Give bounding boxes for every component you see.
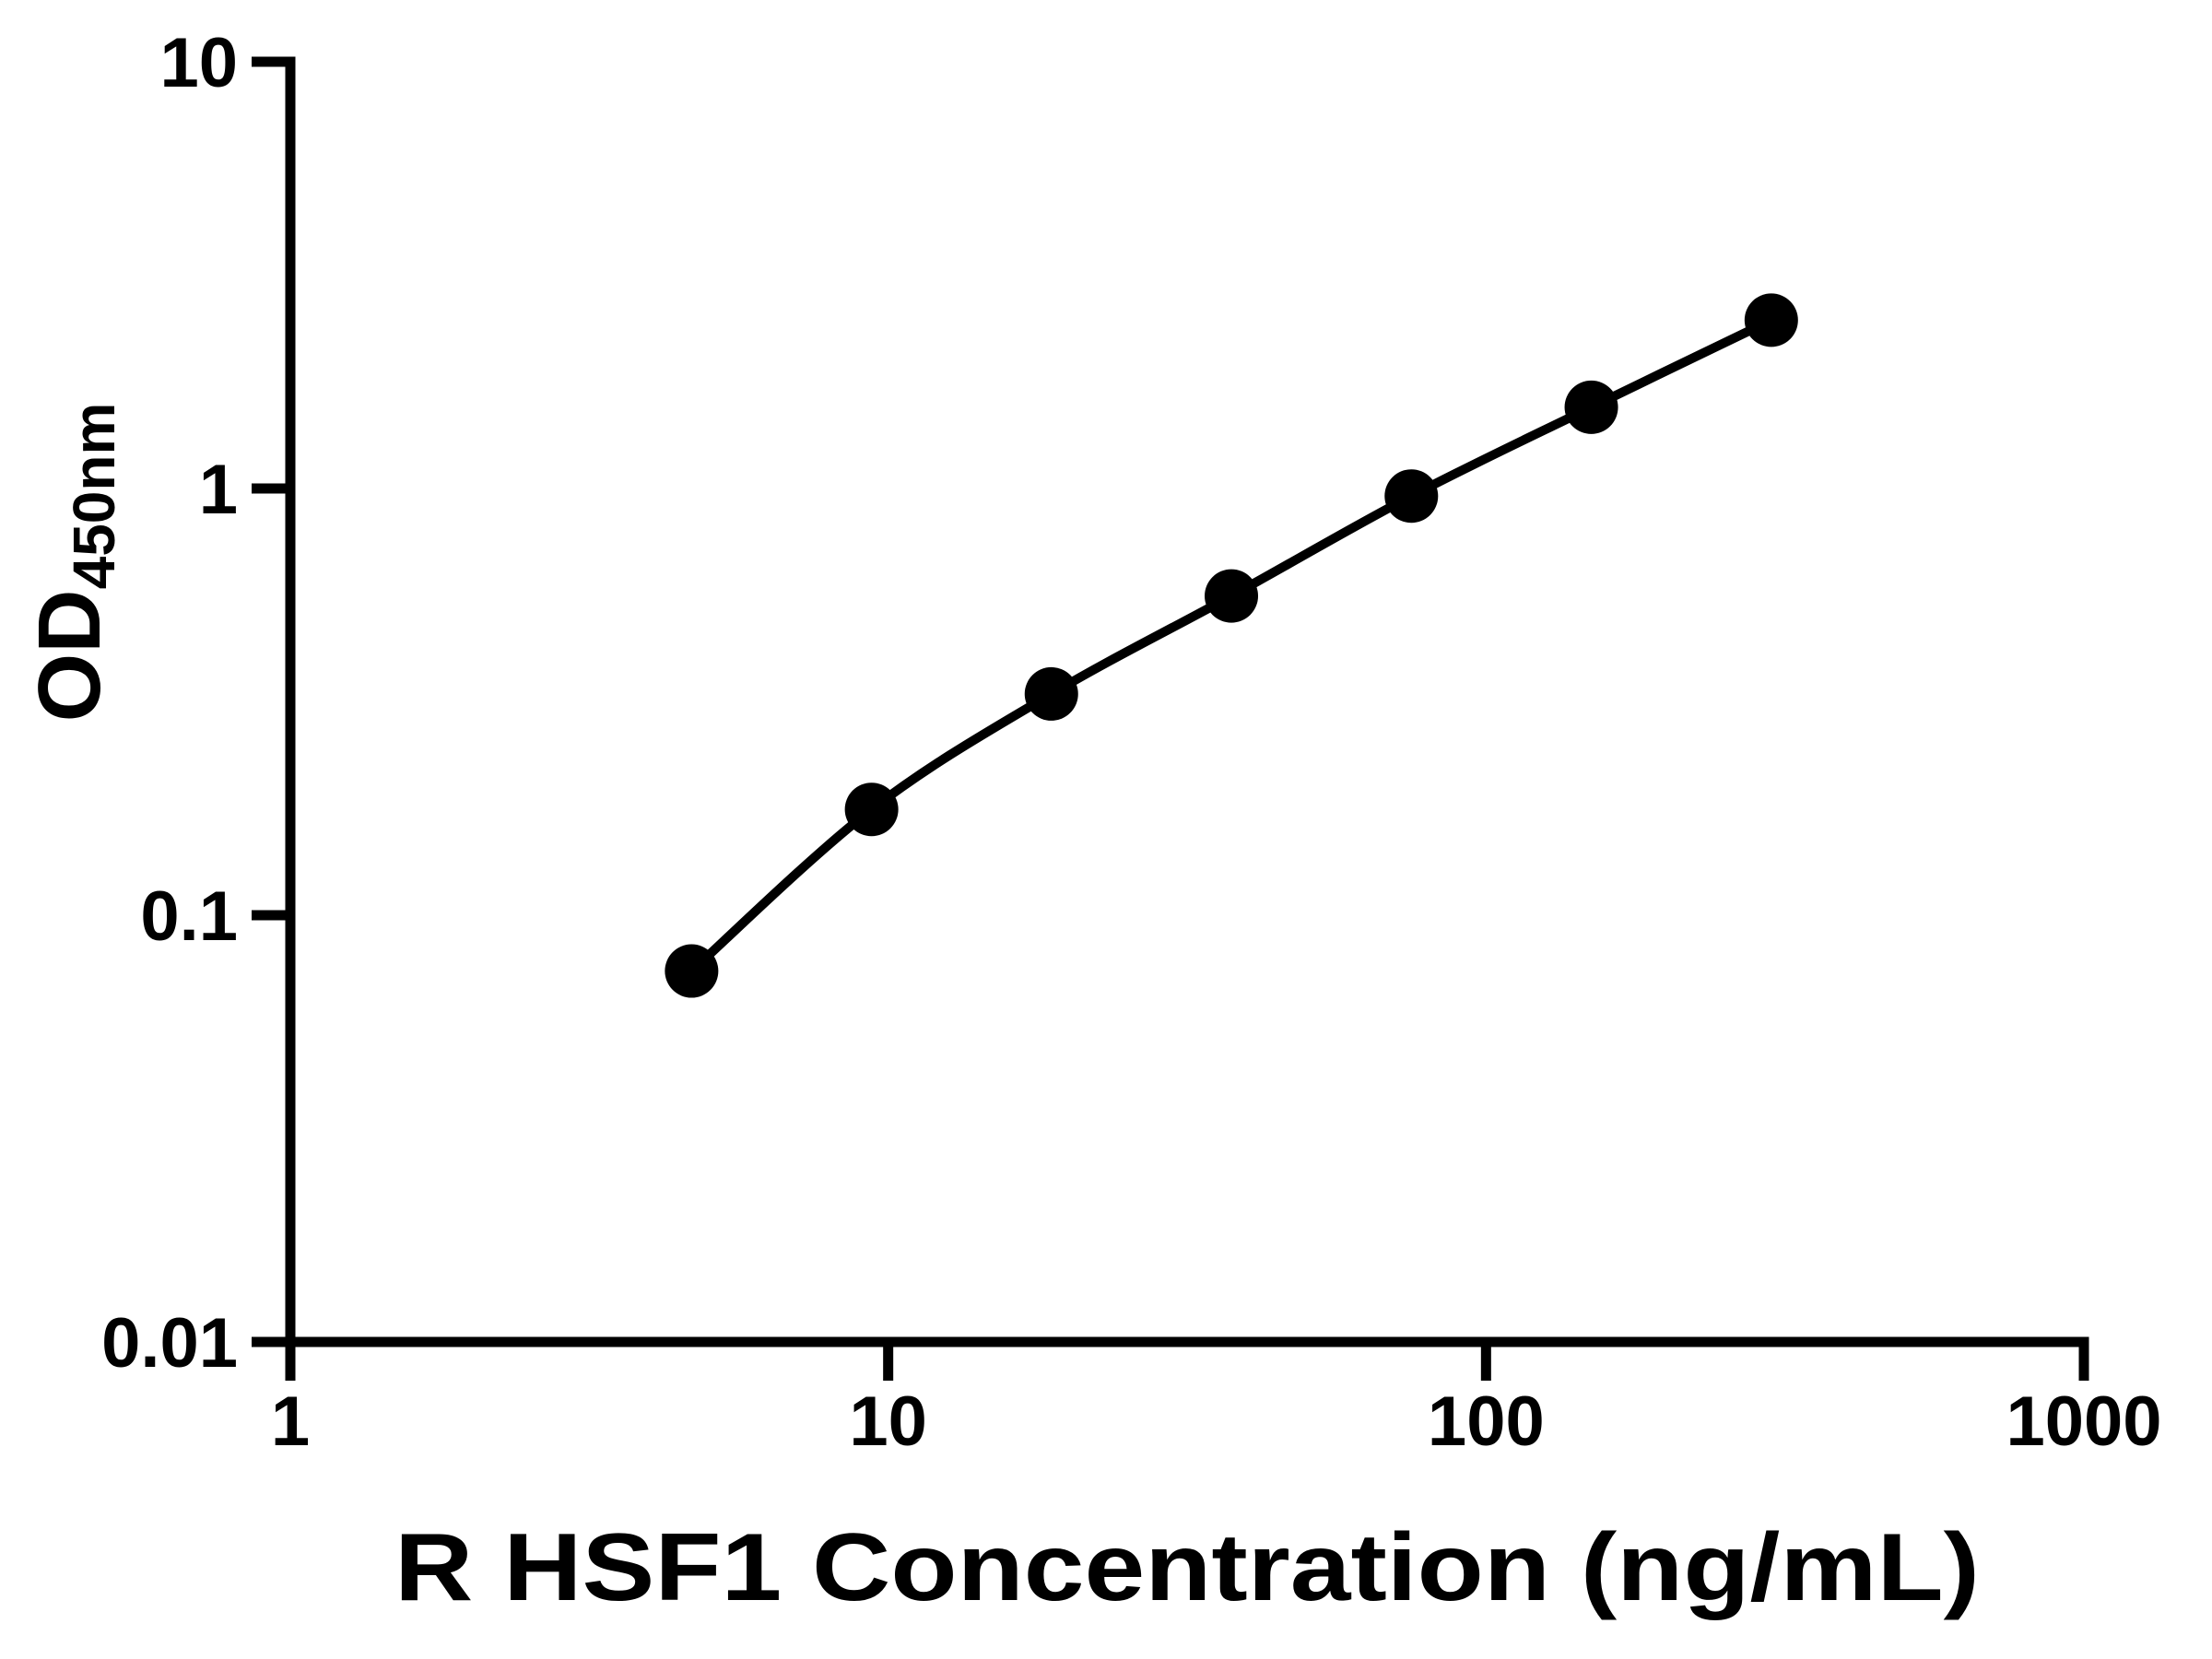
- data-point-75ngml: [1384, 469, 1439, 524]
- tick-label-layer: 1 10 100 1000 0.01 0.1 1 10: [101, 24, 2161, 1461]
- y-axis-title-subscript: 450nm: [61, 403, 127, 590]
- data-point-9.38ngml: [844, 782, 899, 837]
- series-layer: [665, 293, 1798, 998]
- x-axis-title: R HSF1 Concentration (ng/mL): [394, 1514, 1980, 1621]
- y-tick-label-0.01: 0.01: [101, 1304, 238, 1382]
- x-tick-label-100: 100: [1428, 1382, 1545, 1461]
- tick-layer: [252, 56, 2089, 1381]
- y-axis-title: OD450nm: [20, 403, 127, 723]
- y-tick-label-1: 1: [199, 451, 238, 529]
- axes-layer: [285, 56, 2089, 1347]
- x-tick-label-10: 10: [849, 1382, 927, 1461]
- data-point-18.75ngml: [1024, 666, 1078, 721]
- data-point-4.69ngml: [665, 944, 719, 998]
- y-tick-label-10: 10: [159, 24, 238, 102]
- x-tick-label-1: 1: [271, 1382, 310, 1461]
- y-axis-title-main: OD: [20, 589, 119, 722]
- data-point-150ngml: [1564, 380, 1618, 434]
- data-point-300ngml: [1744, 293, 1798, 347]
- x-tick-label-1000: 1000: [2006, 1382, 2161, 1461]
- y-tick-label-0.1: 0.1: [140, 877, 238, 956]
- data-point-37.5ngml: [1205, 569, 1259, 623]
